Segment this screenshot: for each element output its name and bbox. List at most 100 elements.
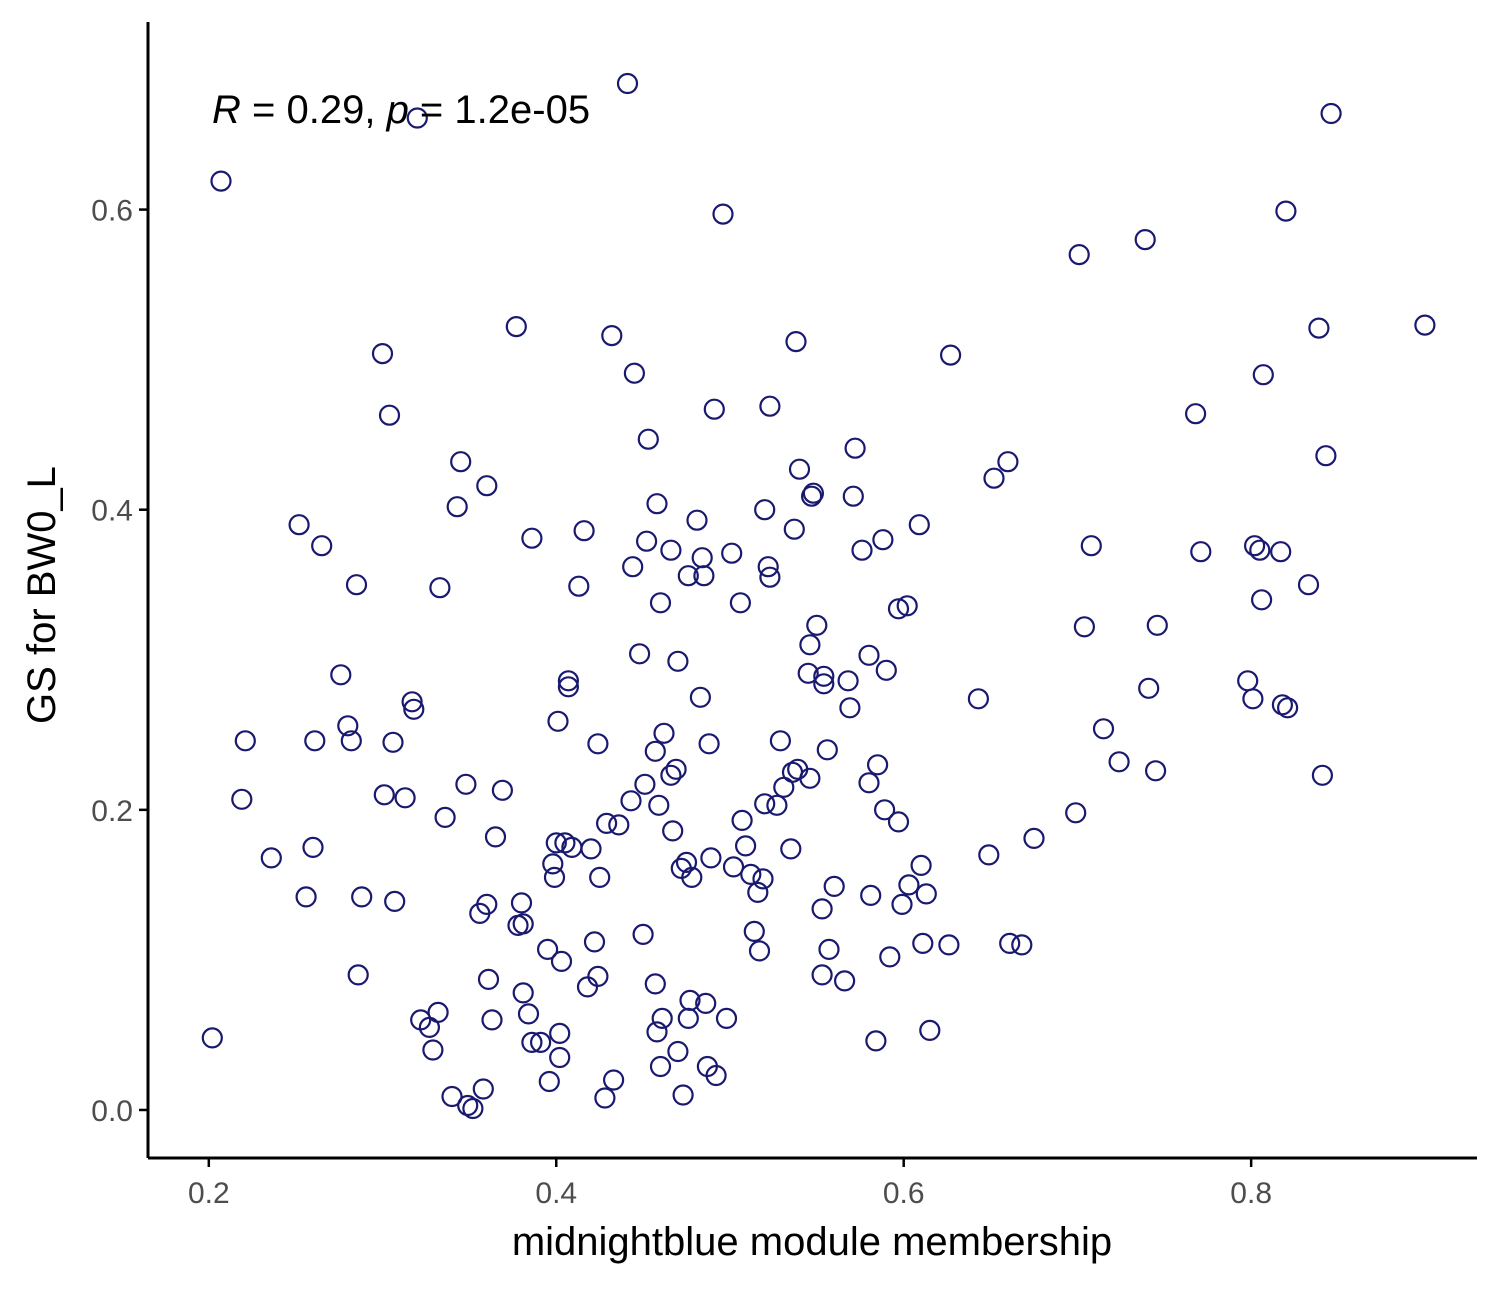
data-point [304, 730, 326, 752]
data-point [660, 539, 682, 561]
data-point [813, 665, 835, 687]
data-point [879, 946, 901, 968]
data-point [1243, 535, 1266, 557]
data-point [648, 794, 670, 816]
data-point [429, 577, 451, 599]
data-point [677, 565, 699, 587]
data-point [919, 1019, 941, 1042]
data-point [766, 794, 788, 816]
data-point [542, 853, 564, 875]
data-point [754, 499, 776, 521]
data-point [484, 826, 507, 848]
data-point [608, 814, 630, 836]
data-point [813, 673, 835, 695]
data-point [672, 1084, 694, 1106]
data-point [491, 779, 513, 801]
data-point [743, 920, 765, 943]
data-point [557, 670, 580, 692]
data-point [689, 686, 712, 708]
data-point [457, 1094, 479, 1117]
points-layer [201, 72, 1436, 1120]
data-point [434, 806, 456, 829]
data-point [1270, 541, 1292, 563]
data-point [441, 1085, 463, 1108]
data-point [510, 892, 533, 914]
data-point [681, 866, 703, 889]
data-point [394, 787, 416, 809]
data-point [978, 844, 1000, 866]
data-point [754, 793, 776, 815]
data-point [401, 691, 423, 713]
y-axis-title: GS for BW0_L [20, 466, 64, 724]
data-point [858, 772, 880, 794]
data-point [384, 890, 406, 913]
data-point [651, 1007, 673, 1030]
data-point [622, 556, 644, 578]
data-point [752, 868, 774, 890]
data-point [731, 809, 753, 832]
data-point [644, 973, 666, 995]
data-point [887, 811, 910, 833]
data-point [620, 790, 642, 812]
data-point [939, 344, 962, 366]
data-point [576, 976, 599, 998]
data-point [910, 854, 932, 877]
data-point [842, 485, 864, 507]
data-point [799, 634, 821, 656]
data-point [1315, 445, 1337, 467]
data-point [594, 1087, 616, 1109]
data-point [1108, 751, 1130, 773]
data-point [601, 325, 623, 347]
data-point [573, 520, 595, 542]
data-point [891, 893, 913, 916]
data-point [512, 913, 534, 935]
data-point [1068, 244, 1090, 266]
data-point [302, 836, 324, 859]
data-point [568, 575, 590, 597]
data-point [337, 715, 359, 737]
data-point [748, 940, 771, 962]
data-point [865, 1030, 887, 1052]
data-point [602, 1069, 625, 1091]
data-point [729, 592, 752, 614]
data-point [715, 1007, 738, 1030]
data-point [637, 428, 659, 450]
data-point [722, 856, 745, 878]
data-point [675, 851, 698, 874]
data-point [549, 1022, 571, 1045]
data-point [1144, 760, 1167, 782]
data-point [797, 662, 819, 684]
data-point [898, 874, 920, 896]
data-point [406, 107, 428, 129]
data-point [872, 529, 894, 551]
data-point [686, 509, 708, 531]
data-point [649, 592, 672, 614]
data-point [345, 574, 368, 596]
data-point [634, 773, 656, 795]
data-point [698, 733, 720, 755]
data-point [547, 710, 569, 732]
data-point [446, 496, 468, 518]
data-point [1252, 364, 1274, 386]
data-point [693, 565, 715, 587]
data-point [347, 964, 369, 986]
data-point [837, 670, 859, 692]
data-point [665, 758, 687, 780]
data-point [382, 731, 404, 753]
data-point [455, 773, 477, 795]
data-point [1249, 539, 1271, 561]
data-point [234, 730, 256, 752]
data-point [769, 730, 792, 752]
data-point [295, 886, 317, 908]
data-point [340, 730, 362, 752]
data-point [427, 1001, 449, 1024]
y-axis-ticks: 0.0 0.2 0.4 0.6 [91, 195, 148, 1128]
data-point [476, 893, 498, 916]
data-point [521, 1031, 543, 1054]
data-point [833, 970, 856, 992]
data-point [521, 527, 543, 549]
data-point [632, 923, 654, 946]
data-point [1297, 574, 1320, 596]
data-point [667, 650, 689, 672]
data-point [351, 886, 373, 908]
